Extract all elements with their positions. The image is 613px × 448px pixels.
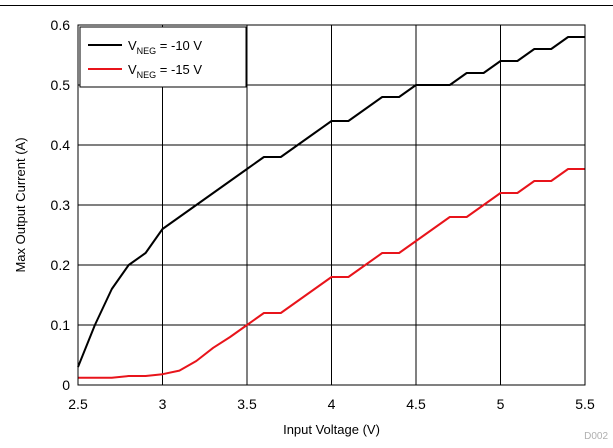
x-tick-label: 4.5 <box>406 396 426 412</box>
figure-id: D002 <box>584 431 608 442</box>
y-tick-label: 0.6 <box>51 17 71 33</box>
x-tick-label: 3.5 <box>237 396 257 412</box>
y-tick-label: 0.5 <box>51 77 71 93</box>
series-line-1 <box>77 36 585 368</box>
legend-label: VNEG = -15 V <box>128 62 202 80</box>
x-axis-title: Input Voltage (V) <box>283 422 380 437</box>
series-line-2 <box>78 168 585 379</box>
y-tick-label: 0.4 <box>51 137 71 153</box>
legend-box <box>79 26 247 88</box>
y-tick-label: 0.1 <box>51 317 71 333</box>
x-tick-label: 5 <box>497 396 505 412</box>
plot-frame <box>77 24 586 386</box>
y-tick-label: 0 <box>62 377 70 393</box>
y-tick-label: 0.3 <box>51 197 71 213</box>
x-tick-label: 4 <box>328 396 336 412</box>
tick-labels: 2.5 3 3.5 4 4.5 5 5.5 0 0.1 0.2 0.3 0.4 0.5 0.6 <box>51 17 595 412</box>
x-tick-label: 2.5 <box>68 396 88 412</box>
top-rule <box>0 5 613 6</box>
series-layer <box>77 36 585 379</box>
y-axis-title: Max Output Current (A) <box>13 137 28 272</box>
legend: VNEG = -10 V VNEG = -15 V <box>79 26 247 88</box>
legend-label: VNEG = -10 V <box>128 38 202 56</box>
grid <box>78 25 585 385</box>
x-tick-label: 3 <box>159 396 167 412</box>
y-tick-label: 0.2 <box>51 257 71 273</box>
x-tick-label: 5.5 <box>575 396 595 412</box>
